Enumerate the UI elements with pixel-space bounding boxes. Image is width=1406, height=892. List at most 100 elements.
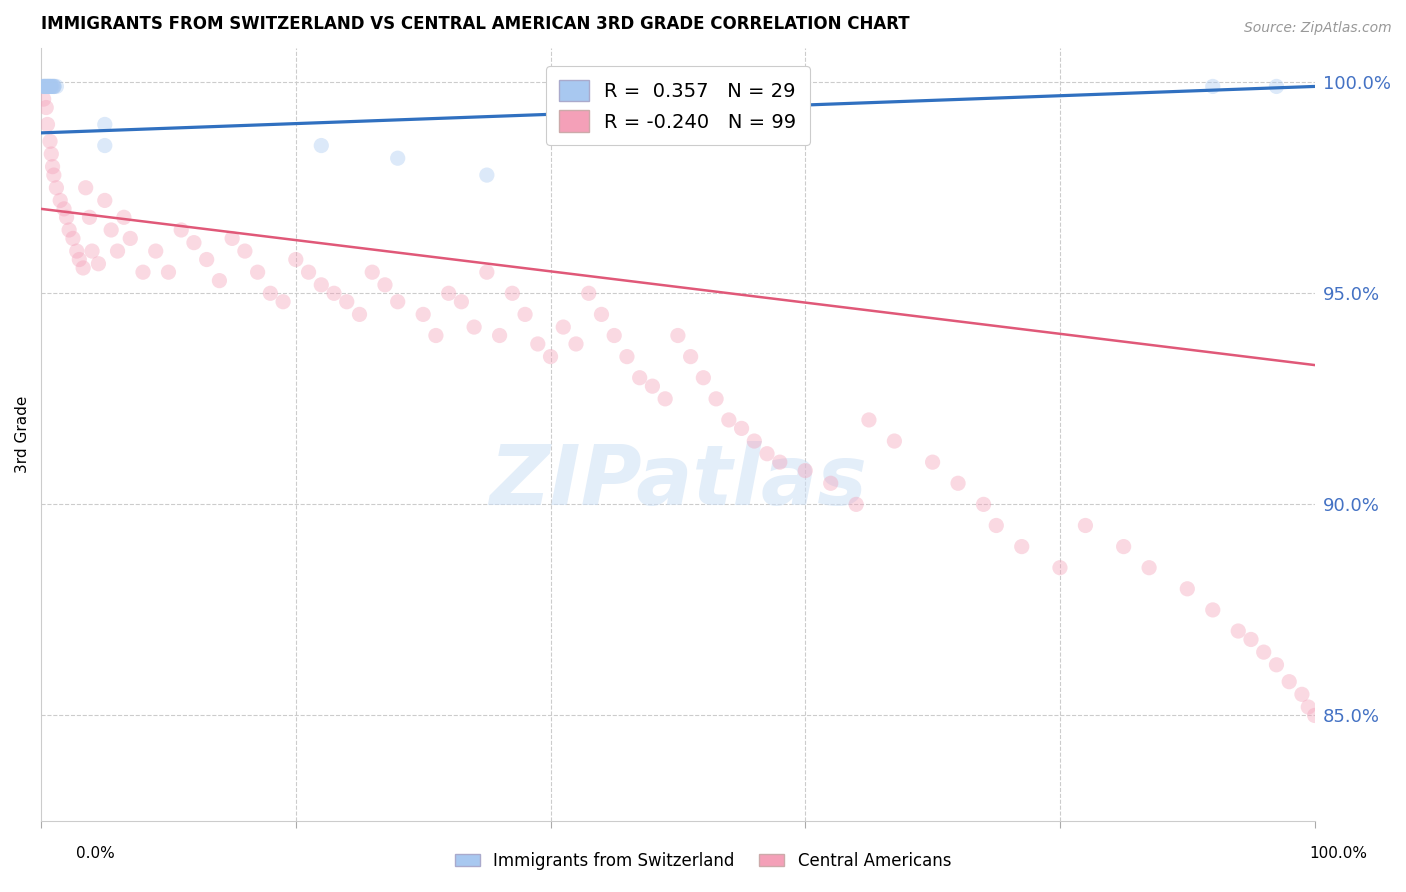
Point — [565, 337, 588, 351]
Point — [1303, 708, 1326, 723]
Point — [679, 350, 702, 364]
Point — [62, 231, 84, 245]
Point — [349, 307, 371, 321]
Point — [425, 328, 447, 343]
Point — [666, 328, 689, 343]
Point — [53, 202, 76, 216]
Point — [1202, 603, 1225, 617]
Point — [35, 79, 58, 94]
Point — [628, 370, 651, 384]
Point — [1278, 674, 1301, 689]
Point — [1074, 518, 1097, 533]
Point — [132, 265, 155, 279]
Point — [387, 294, 409, 309]
Point — [271, 294, 294, 309]
Point — [58, 223, 80, 237]
Point — [1291, 687, 1313, 701]
Point — [1240, 632, 1263, 647]
Text: ZIPatlas: ZIPatlas — [489, 441, 868, 522]
Y-axis label: 3rd Grade: 3rd Grade — [15, 396, 30, 474]
Point — [311, 277, 333, 292]
Point — [603, 328, 626, 343]
Point — [170, 223, 193, 237]
Point — [41, 160, 63, 174]
Text: Source: ZipAtlas.com: Source: ZipAtlas.com — [1244, 21, 1392, 35]
Point — [1202, 79, 1225, 94]
Point — [553, 320, 575, 334]
Text: IMMIGRANTS FROM SWITZERLAND VS CENTRAL AMERICAN 3RD GRADE CORRELATION CHART: IMMIGRANTS FROM SWITZERLAND VS CENTRAL A… — [41, 15, 910, 33]
Point — [475, 168, 498, 182]
Point — [75, 180, 97, 194]
Legend: Immigrants from Switzerland, Central Americans: Immigrants from Switzerland, Central Ame… — [449, 846, 957, 877]
Point — [94, 138, 117, 153]
Point — [845, 497, 868, 511]
Point — [1265, 79, 1288, 94]
Point — [1253, 645, 1275, 659]
Point — [1265, 657, 1288, 672]
Point — [67, 252, 90, 267]
Point — [284, 252, 307, 267]
Point — [361, 265, 384, 279]
Point — [112, 211, 135, 225]
Point — [39, 79, 62, 94]
Point — [374, 277, 396, 292]
Point — [221, 231, 243, 245]
Point — [39, 147, 62, 161]
Point — [42, 79, 65, 94]
Point — [39, 79, 62, 94]
Point — [323, 286, 346, 301]
Point — [616, 350, 638, 364]
Point — [297, 265, 319, 279]
Point — [769, 455, 792, 469]
Point — [858, 413, 880, 427]
Point — [208, 274, 231, 288]
Point — [37, 79, 59, 94]
Point — [1137, 560, 1160, 574]
Point — [794, 464, 817, 478]
Point — [692, 370, 714, 384]
Point — [66, 244, 89, 258]
Point — [183, 235, 205, 250]
Legend: R =  0.357   N = 29, R = -0.240   N = 99: R = 0.357 N = 29, R = -0.240 N = 99 — [546, 66, 810, 145]
Point — [94, 194, 117, 208]
Point — [921, 455, 943, 469]
Point — [37, 117, 59, 131]
Point — [1112, 540, 1135, 554]
Point — [41, 79, 63, 94]
Point — [883, 434, 905, 448]
Point — [259, 286, 281, 301]
Point — [87, 257, 110, 271]
Point — [463, 320, 485, 334]
Point — [412, 307, 434, 321]
Point — [39, 79, 62, 94]
Point — [692, 126, 714, 140]
Point — [79, 211, 101, 225]
Point — [387, 151, 409, 165]
Point — [591, 307, 613, 321]
Point — [34, 79, 56, 94]
Point — [756, 447, 779, 461]
Text: 0.0%: 0.0% — [76, 847, 115, 861]
Point — [42, 79, 65, 94]
Point — [501, 286, 523, 301]
Point — [717, 413, 740, 427]
Point — [311, 138, 333, 153]
Point — [1227, 624, 1250, 638]
Point — [34, 79, 56, 94]
Point — [31, 79, 53, 94]
Point — [336, 294, 359, 309]
Point — [32, 92, 55, 106]
Point — [1049, 560, 1071, 574]
Point — [475, 265, 498, 279]
Point — [45, 180, 67, 194]
Point — [666, 79, 689, 94]
Point — [39, 134, 62, 148]
Point — [32, 79, 55, 94]
Point — [45, 79, 67, 94]
Point — [157, 265, 180, 279]
Point — [820, 476, 842, 491]
Point — [72, 260, 94, 275]
Point — [49, 194, 72, 208]
Point — [37, 79, 59, 94]
Point — [35, 79, 58, 94]
